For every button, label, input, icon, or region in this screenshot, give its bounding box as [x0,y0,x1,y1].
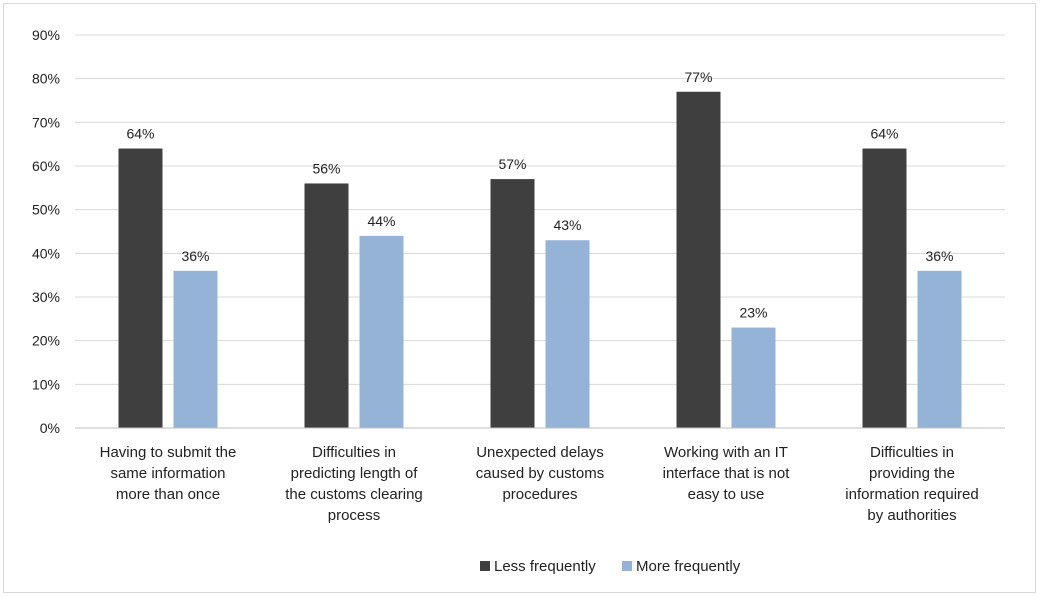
x-tick-label: Having to submit the [100,444,237,461]
y-tick-label: 60% [32,158,60,174]
legend-swatch [622,561,632,571]
legend-label: More frequently [636,558,741,575]
bar [917,270,962,428]
bar [359,235,404,428]
y-tick-label: 70% [32,114,60,130]
x-tick-label: interface that is not [663,465,791,482]
bar [304,183,349,428]
x-tick-label: process [328,507,381,524]
data-label: 36% [925,248,953,264]
legend-label: Less frequently [494,558,596,575]
x-tick-label: easy to use [688,486,765,503]
x-tick-label: predicting length of [291,465,419,482]
data-label: 36% [181,248,209,264]
bar [731,327,776,428]
y-tick-label: 30% [32,289,60,305]
y-tick-label: 40% [32,245,60,261]
x-tick-label: information required [845,486,978,503]
x-tick-label: caused by customs [476,465,604,482]
bar [490,179,535,428]
bars: 64% 36% 56% 44% 57% 43% 77% 23% 64% 36% [118,69,962,429]
x-tick-label: Working with an IT [664,444,788,461]
data-label: 44% [367,213,395,229]
data-label: 64% [870,126,898,142]
x-axis: Having to submit the same information more… [75,427,1005,524]
y-tick-label: 20% [32,333,60,349]
data-label: 57% [498,156,526,172]
data-label: 64% [126,126,154,142]
gridlines [75,34,1005,385]
data-label: 43% [553,217,581,233]
x-tick-label: same information [110,465,225,482]
bar [173,270,218,428]
legend-swatch [480,561,490,571]
y-tick-label: 80% [32,71,60,87]
bar [545,240,590,428]
bar [118,148,163,429]
legend: Less frequently More frequently [480,558,741,575]
y-tick-label: 0% [40,420,60,436]
data-label: 56% [312,160,340,176]
x-tick-label: Unexpected delays [476,444,604,461]
x-tick-label: more than once [116,486,220,503]
x-tick-label: procedures [502,486,577,503]
y-axis: 0% 10% 20% 30% 40% 50% 60% 70% 80% 90% [32,27,60,436]
x-tick-label: by authorities [867,507,956,524]
data-label: 77% [684,69,712,85]
x-tick-label: Difficulties in [870,444,954,461]
x-tick-label: providing the [869,465,955,482]
x-tick-label: the customs clearing [285,486,423,503]
y-tick-label: 90% [32,27,60,43]
y-tick-label: 10% [32,376,60,392]
bar [676,91,721,429]
bar [862,148,907,429]
x-tick-label: Difficulties in [312,444,396,461]
y-tick-label: 50% [32,202,60,218]
data-label: 23% [739,305,767,321]
